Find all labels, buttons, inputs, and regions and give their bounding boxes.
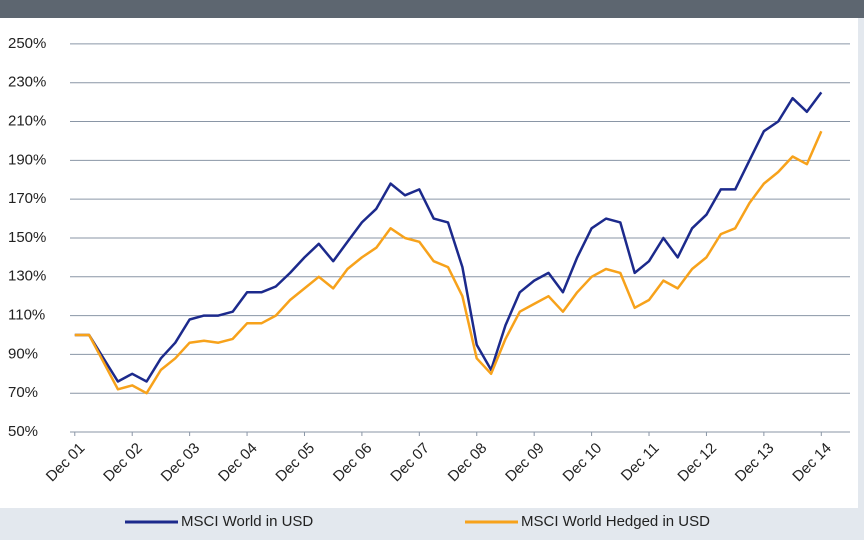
y-tick-label: 110%	[8, 307, 45, 324]
y-tick-label: 70%	[8, 384, 38, 401]
y-tick-label: 90%	[8, 345, 38, 362]
legend-label: MSCI World Hedged in USD	[521, 513, 710, 530]
y-tick-label: 130%	[8, 268, 46, 285]
y-tick-label: 150%	[8, 229, 46, 246]
y-tick-label: 190%	[8, 151, 46, 168]
header-bar	[0, 0, 864, 18]
legend-label: MSCI World in USD	[181, 513, 313, 530]
series-line	[74, 130, 823, 395]
plot-panel	[0, 18, 858, 508]
series-line	[74, 91, 823, 383]
y-tick-label: 50%	[8, 423, 38, 440]
y-tick-label: 210%	[8, 112, 46, 129]
y-tick-label: 250%	[8, 35, 46, 52]
y-tick-label: 230%	[8, 74, 46, 91]
y-tick-label: 170%	[8, 190, 46, 207]
